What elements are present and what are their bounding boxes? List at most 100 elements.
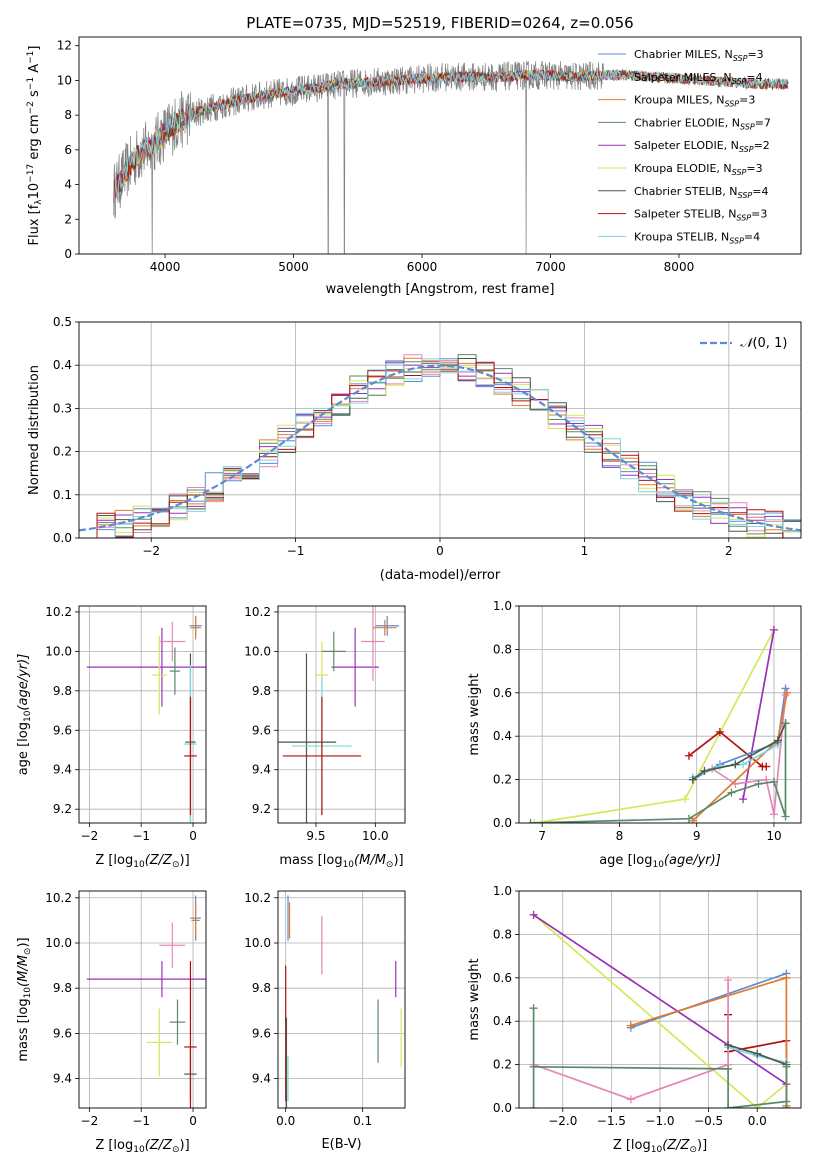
x-axis-label: E(B-V): [321, 1137, 361, 1152]
y-tick-label: 10.2: [45, 891, 72, 905]
panel-residuals: −2 −1 0 1 2 0.0 0.1 0.2 0.3 0.4 0.5 (data-model)/er…: [27, 315, 802, 583]
errorbar-point: [361, 606, 385, 681]
series-point: [739, 795, 748, 804]
y-tick-label: 8: [64, 108, 72, 122]
label-part: =4: [746, 71, 762, 84]
errorbar-point: [86, 961, 206, 998]
label-part: SSP: [736, 214, 751, 223]
label-part: Z [log: [95, 1138, 133, 1153]
label-part: erg cm: [27, 114, 42, 163]
y-tick-label: 0.0: [53, 531, 72, 545]
y-axis-label: mass [log10(M/M⊙)]: [16, 937, 33, 1061]
panel-spectrum: 4000 5000 6000 7000 8000 0 2 4 6 8 10 12 wavelength …: [26, 36, 802, 297]
label-part: age [log: [599, 853, 652, 868]
legend-entry: Kroupa MILES, NSSP=3: [634, 94, 755, 109]
y-tick-label: 0.4: [493, 729, 512, 743]
axes-frame: [78, 605, 207, 824]
label-part: 10: [651, 1145, 663, 1155]
series-point: [731, 760, 740, 769]
label-part: ⊙: [23, 948, 33, 956]
x-tick-label: −0.5: [694, 1114, 723, 1128]
y-tick-label: 0.1: [53, 488, 72, 502]
model-salpeter_elodie: [113, 68, 789, 203]
series-point: [684, 751, 693, 760]
errorbar-point: [190, 615, 201, 640]
series-line: [533, 914, 787, 1108]
label-part: SSP: [729, 236, 744, 245]
x-tick-label: 2: [725, 544, 733, 558]
plot-area: [278, 606, 400, 823]
panel-age_vs_z: −2 −1 09.29.49.69.810.010.2Z [log10(Z/Z⊙)]…: [16, 605, 207, 870]
label-part: )]: [180, 853, 190, 868]
label-part: Kroupa STELIB, N: [634, 230, 729, 243]
x-tick-label: −1.5: [597, 1114, 626, 1128]
y-tick-label: 12: [57, 39, 72, 53]
y-tick-label: 4: [64, 178, 72, 192]
label-part: 10: [343, 860, 355, 870]
x-tick-label: 0.0: [276, 1114, 295, 1128]
model-chabrier_miles: [113, 68, 789, 203]
errorbar-point: [278, 653, 337, 823]
label-part: (Z/Z: [145, 1138, 173, 1153]
plot-area: [285, 895, 402, 1108]
errorbar-point: [184, 961, 197, 1108]
label-part: A: [27, 64, 42, 77]
label-part: )]: [16, 937, 31, 947]
y-axis-label: Flux [fλ10−17 erg cm−2 s−1 A−1]: [26, 46, 44, 246]
legend-entry: Chabrier ELODIE, NSSP=7: [634, 116, 771, 131]
label-part: SSP: [740, 122, 755, 131]
series-point: [782, 1062, 791, 1071]
x-axis-label: wavelength [Angstrom, rest frame]: [326, 282, 555, 297]
errorbar-point: [282, 696, 362, 816]
y-tick-label: 10: [57, 73, 72, 87]
label-part: SSP: [732, 168, 747, 177]
x-axis-label: Z [log10(Z/Z⊙)]: [95, 1138, 189, 1155]
series-point: [781, 719, 790, 728]
y-tick-label: 0.6: [493, 971, 512, 985]
errorbar-point: [159, 922, 186, 968]
label-part: −2: [26, 101, 36, 114]
panel-weight_vs_z: −2.0 −1.5 −1.0 −0.5 0.0 0.0 0.2 0.4 0.6 0.8 1.0 mas…: [467, 884, 802, 1155]
panel-age_vs_mass: 9.5 10.0 9.2 9.4 9.6 9.8 10.0 10.2 mass [log10(M…: [244, 605, 406, 870]
label-part: Chabrier MILES, N: [634, 48, 733, 61]
x-tick-label: 0: [189, 829, 197, 843]
plot-area: [529, 910, 791, 1108]
label-part: (Z/Z: [662, 1138, 690, 1153]
series-point: [724, 1104, 733, 1108]
y-tick-label: 0.2: [493, 1058, 512, 1072]
series-point: [769, 625, 778, 634]
series-point: [724, 1041, 733, 1050]
y-tick-label: 0.0: [493, 1101, 512, 1115]
series-point: [724, 1064, 733, 1073]
label-part: )]: [180, 1138, 190, 1153]
label-part: 10: [27, 183, 42, 200]
label-part: Kroupa MILES, N: [634, 94, 724, 107]
plot-area: [79, 354, 801, 538]
errorbar-point: [331, 627, 379, 707]
label-part: )]: [393, 853, 403, 868]
model-salpeter_miles: [113, 68, 789, 203]
label-part: ⊙: [172, 1145, 180, 1155]
series-point: [762, 762, 771, 771]
x-axis-label: age [log10(age/yr)]: [599, 853, 721, 870]
series-point: [529, 1062, 538, 1071]
label-part: Chabrier STELIB, N: [634, 185, 738, 198]
plot-area: [526, 625, 792, 823]
y-tick-label: 10.0: [244, 644, 271, 658]
x-tick-label: 0.1: [353, 1114, 372, 1128]
label-part: Flux [f: [27, 204, 42, 245]
model-salpeter_stelib: [113, 69, 789, 203]
y-tick-label: 9.4: [53, 763, 72, 777]
series-point: [526, 819, 535, 823]
x-axis-label: (data-model)/error: [380, 568, 501, 583]
errorbar-point: [184, 696, 197, 816]
y-tick-label: 0.8: [493, 642, 512, 656]
label-part: =3: [751, 208, 767, 221]
legend-entry: 𝒩(0, 1): [740, 336, 787, 351]
y-tick-label: 0.8: [493, 927, 512, 941]
series-point: [781, 812, 790, 821]
label-part: (age/yr)]: [664, 853, 721, 868]
axes-frame: [78, 321, 802, 539]
series-point: [769, 777, 778, 786]
